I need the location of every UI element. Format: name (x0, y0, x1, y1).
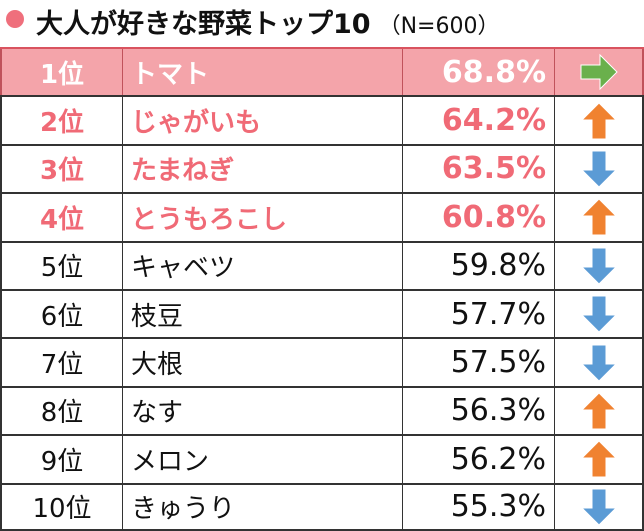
rank-cell: 4位 (0, 194, 122, 241)
chart-header: 大人が好きな野菜トップ10 （N=600） (0, 0, 644, 46)
rank-cell: 5位 (0, 242, 122, 289)
vegetable-name-cell: キャベツ (122, 242, 402, 289)
rank-cell: 7位 (0, 339, 122, 386)
arrow-down-icon (580, 488, 617, 526)
rank-cell: 8位 (0, 387, 122, 435)
percent-cell: 56.2% (402, 436, 554, 483)
rank-cell: 9位 (0, 436, 122, 483)
percent-cell: 56.3% (402, 387, 554, 435)
table-row: 3位 たまねぎ 63.5% (0, 143, 644, 193)
vegetable-name-cell: じゃがいも (122, 97, 402, 144)
percent-cell: 64.2% (402, 97, 554, 144)
rank-cell: 1位 (0, 49, 122, 96)
table-row: 8位 なす 56.3% (0, 385, 644, 435)
trend-cell (554, 436, 644, 483)
trend-cell (554, 145, 644, 193)
rank-cell: 2位 (0, 97, 122, 144)
ranking-table: 1位 トマト 68.8% 2位 じゃがいも 64.2% 3位 たまねぎ 63.5% 4位 とうもろこ… (0, 47, 644, 531)
sample-size: （N=600） (378, 14, 500, 39)
table-row: 10位 きゅうり 55.3% (0, 482, 644, 531)
trend-cell (554, 242, 644, 289)
trend-cell (554, 291, 644, 338)
arrow-down-icon (580, 344, 617, 382)
arrow-down-icon (580, 150, 617, 188)
vegetable-name-cell: なす (122, 387, 402, 435)
percent-cell: 57.7% (402, 291, 554, 338)
arrow-up-icon (580, 198, 617, 236)
table-row: 6位 枝豆 57.7% (0, 289, 644, 338)
arrow-up-icon (580, 101, 617, 140)
table-row: 9位 メロン 56.2% (0, 434, 644, 483)
table-row: 7位 大根 57.5% (0, 337, 644, 386)
percent-cell: 63.5% (402, 145, 554, 193)
table-row: 2位 じゃがいも 64.2% (0, 95, 644, 144)
trend-cell (554, 484, 644, 529)
trend-cell (554, 49, 644, 96)
arrow-right-icon (580, 53, 618, 91)
arrow-down-icon (580, 247, 617, 285)
title-text: 大人が好きな野菜トップ10 (36, 9, 371, 40)
vegetable-name-cell: 大根 (122, 339, 402, 386)
arrow-down-icon (580, 295, 617, 333)
percent-cell: 68.8% (402, 49, 554, 96)
percent-cell: 60.8% (402, 194, 554, 241)
table-row: 4位 とうもろこし 60.8% (0, 192, 644, 241)
vegetable-name-cell: きゅうり (122, 484, 402, 529)
chart-title: 大人が好きな野菜トップ10 （N=600） (36, 2, 499, 41)
percent-cell: 57.5% (402, 339, 554, 386)
table-row: 5位 キャベツ 59.8% (0, 240, 644, 289)
rank-cell: 3位 (0, 145, 122, 193)
percent-cell: 55.3% (402, 484, 554, 529)
trend-cell (554, 194, 644, 241)
trend-cell (554, 387, 644, 435)
arrow-up-icon (580, 392, 617, 430)
vegetable-name-cell: トマト (122, 49, 402, 96)
trend-cell (554, 339, 644, 386)
rank-cell: 6位 (0, 291, 122, 338)
vegetable-name-cell: メロン (122, 436, 402, 483)
percent-cell: 59.8% (402, 242, 554, 289)
bullet-dot-icon (6, 10, 24, 28)
trend-cell (554, 97, 644, 144)
vegetable-name-cell: たまねぎ (122, 145, 402, 193)
vegetable-name-cell: 枝豆 (122, 291, 402, 338)
arrow-up-icon (580, 440, 617, 478)
vegetable-name-cell: とうもろこし (122, 194, 402, 241)
rank-cell: 10位 (0, 484, 122, 529)
table-row: 1位 トマト 68.8% (0, 47, 644, 96)
